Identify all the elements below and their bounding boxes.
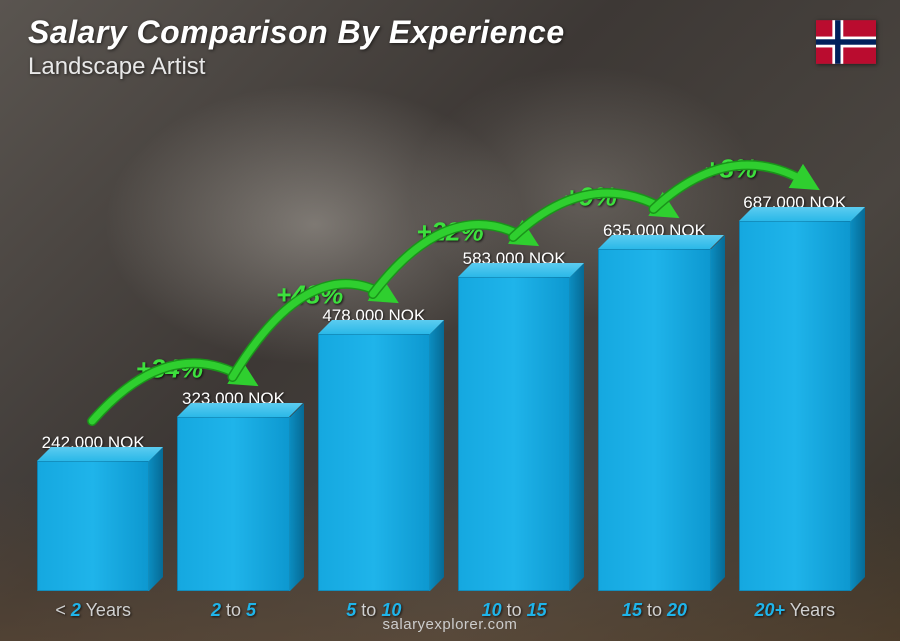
growth-pct-label: +48% [276, 280, 343, 311]
bar-column: 323,000 NOK2 to 5 [168, 81, 298, 591]
bar [458, 277, 570, 591]
bar [37, 461, 149, 591]
growth-pct-label: +34% [136, 353, 203, 384]
bar-side [430, 320, 444, 591]
flag-icon [816, 20, 876, 64]
bar-side [149, 447, 163, 591]
bar-front [318, 334, 430, 591]
footer-text: salaryexplorer.com [0, 616, 900, 633]
header: Salary Comparison By Experience Landscap… [28, 14, 565, 81]
growth-pct-label: +8% [704, 153, 757, 184]
bar-lid [458, 263, 584, 277]
bar-side [711, 235, 725, 591]
bar-column: 583,000 NOK10 to 15 [449, 81, 579, 591]
bar [318, 334, 430, 591]
page-title: Salary Comparison By Experience [28, 14, 565, 51]
bar-lid [739, 207, 865, 221]
bar-front [739, 221, 851, 591]
bar-front [177, 417, 289, 591]
bar-lid [318, 320, 444, 334]
bar-front [598, 249, 710, 591]
bar [598, 249, 710, 591]
bar-column: 478,000 NOK5 to 10 [309, 81, 439, 591]
bar-chart: 242,000 NOK< 2 Years323,000 NOK2 to 5478… [28, 81, 860, 591]
bar-lid [598, 235, 724, 249]
bar-column: 242,000 NOK< 2 Years [28, 81, 158, 591]
page-subtitle: Landscape Artist [28, 53, 565, 81]
bar [177, 417, 289, 591]
bar-lid [37, 447, 163, 461]
bar-front [458, 277, 570, 591]
bar-side [851, 207, 865, 591]
growth-pct-label: +22% [416, 216, 483, 247]
bar-column: 635,000 NOK15 to 20 [589, 81, 719, 591]
bar-lid [177, 403, 303, 417]
bar-side [290, 403, 304, 591]
bar-front [37, 461, 149, 591]
bar [739, 221, 851, 591]
growth-pct-label: +9% [564, 181, 617, 212]
bar-side [570, 263, 584, 591]
